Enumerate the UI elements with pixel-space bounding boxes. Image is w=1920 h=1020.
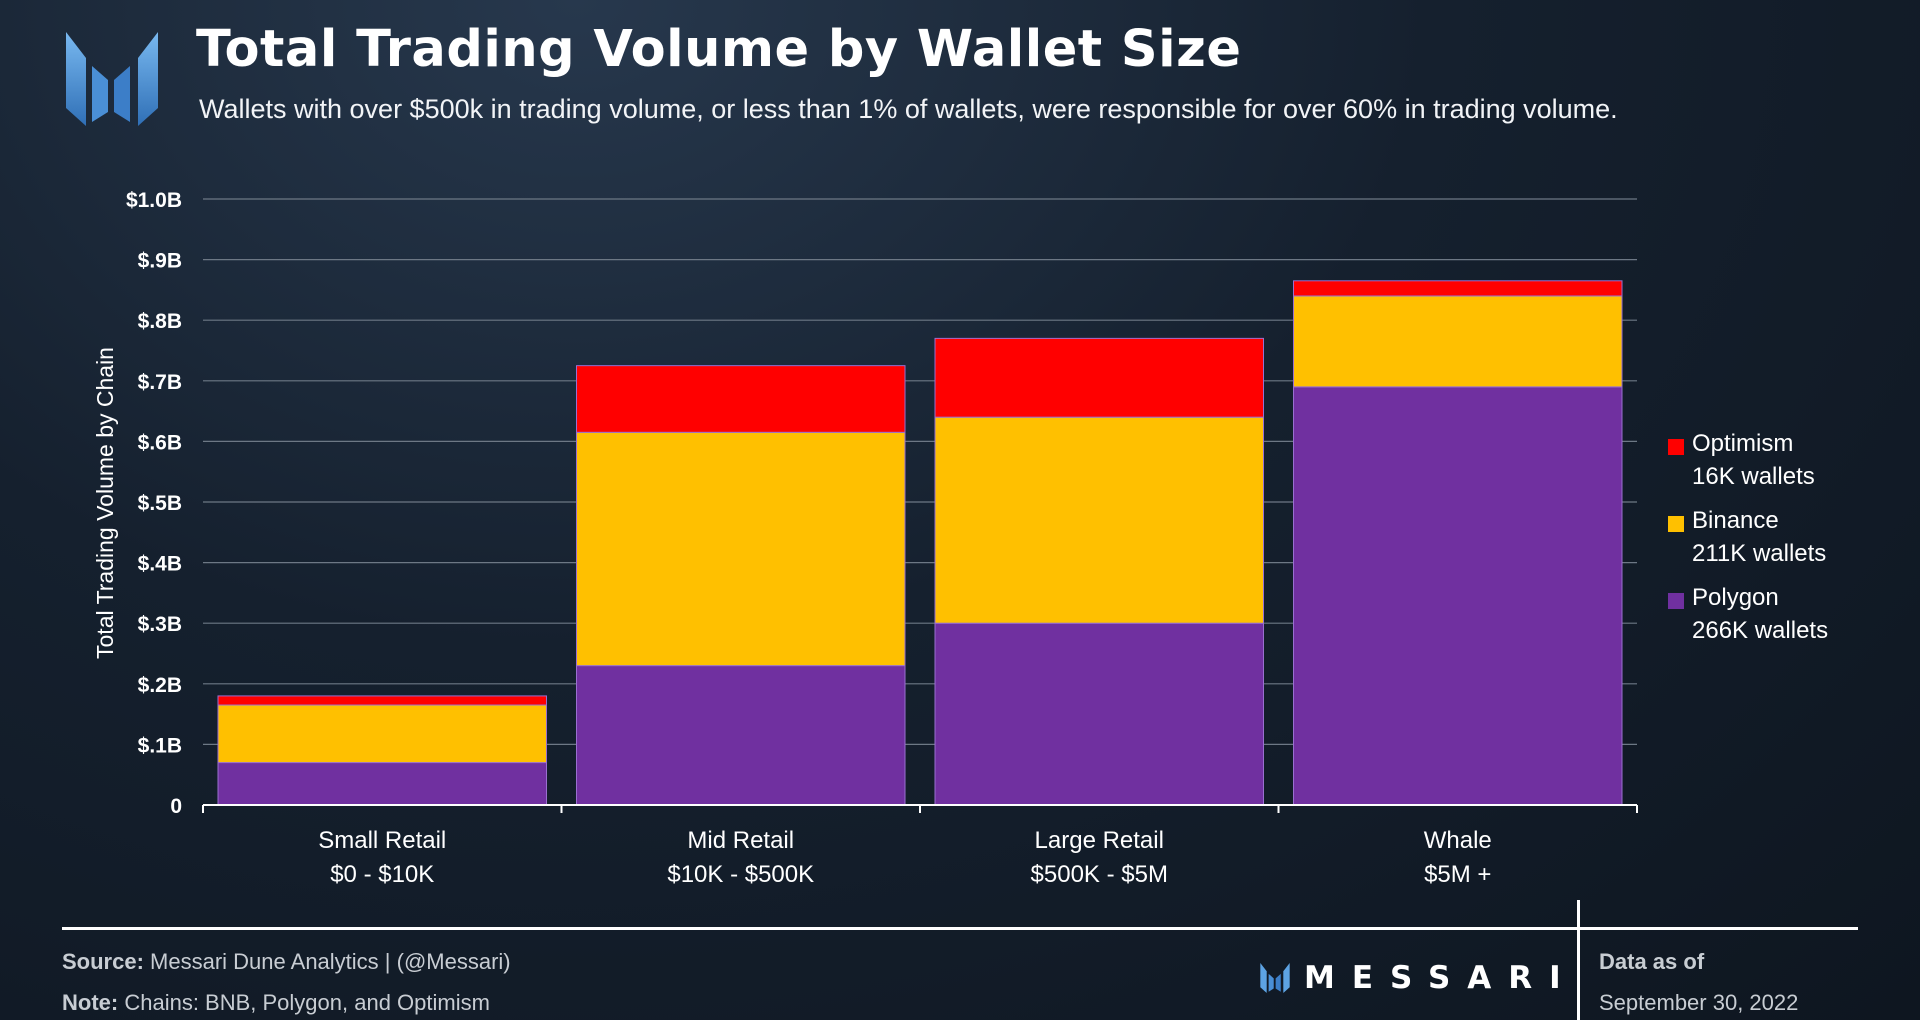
legend-label: Polygon [1692, 584, 1779, 611]
chart-subtitle: Wallets with over $500k in trading volum… [199, 94, 1618, 124]
stacked-bar-chart: 0 $.1B $.2B $.3B $.4B $.5B $.6B $.7B $.8B $.9B $1.… [92, 189, 1638, 888]
bar-optimism-small-retail [217, 695, 547, 706]
data-as-of-date: September 30, 2022 [1599, 990, 1799, 1015]
y-axis-label: Total Trading Volume by Chain [92, 347, 118, 659]
footer-divider [62, 927, 1858, 930]
data-as-of-label: Data as of [1599, 949, 1705, 974]
y-tick-label: $.4B [138, 553, 182, 576]
chart-title: Total Trading Volume by Wallet Size [196, 20, 1242, 79]
legend-swatch [1668, 516, 1684, 532]
y-tick-label: 0 [170, 795, 182, 818]
y-tick-label: $.1B [138, 734, 182, 757]
source-label: Source: [62, 949, 144, 974]
messari-brand-icon [1260, 963, 1290, 993]
legend-label: Optimism [1692, 430, 1794, 457]
y-tick-label: $.5B [138, 492, 182, 515]
y-tick-label: $.7B [138, 371, 182, 394]
x-tick-label: Whale [1424, 827, 1492, 854]
legend-swatch [1668, 439, 1684, 455]
source-text: Messari Dune Analytics | (@Messari) [143, 949, 511, 974]
footer-vertical-divider [1577, 900, 1580, 1020]
note-text: Chains: BNB, Polygon, and Optimism [118, 990, 490, 1015]
legend-swatch [1668, 593, 1684, 609]
axes: 0 $.1B $.2B $.3B $.4B $.5B $.6B $.7B $.8B $.9B $1.… [126, 189, 1638, 888]
x-tick-range-label: $0 - $10K [330, 861, 434, 888]
bar-polygon-mid-retail [576, 665, 906, 806]
x-tick-label: Mid Retail [687, 827, 794, 854]
legend-wallet-count: 16K wallets [1692, 463, 1815, 490]
legend-wallet-count: 211K wallets [1692, 540, 1827, 567]
x-tick-range-label: $5M + [1424, 861, 1491, 888]
bar-optimism-mid-retail [576, 365, 906, 433]
x-tick-range-label: $10K - $500K [667, 861, 814, 888]
source-line: Source: Messari Dune Analytics | (@Messa… [62, 949, 511, 975]
x-tick-label: Large Retail [1035, 827, 1164, 854]
y-tick-label: $1.0B [126, 189, 182, 212]
bar-binance-mid-retail [576, 431, 906, 667]
bars [217, 280, 1623, 806]
bar-optimism-whale [1293, 280, 1623, 297]
y-tick-label: $.6B [138, 431, 182, 454]
x-tick-range-label: $500K - $5M [1031, 861, 1168, 888]
y-tick-label: $.8B [138, 310, 182, 333]
x-tick-label: Small Retail [318, 827, 446, 854]
bar-polygon-whale [1293, 386, 1623, 806]
bar-optimism-large-retail [934, 337, 1264, 418]
y-tick-label: $.3B [138, 613, 182, 636]
messari-logo-icon [66, 32, 158, 126]
note-line: Note: Chains: BNB, Polygon, and Optimism [62, 990, 490, 1016]
bar-polygon-large-retail [934, 622, 1264, 806]
brand-wordmark: MESSARI [1304, 960, 1578, 996]
legend-label: Binance [1692, 507, 1779, 534]
bar-polygon-small-retail [217, 762, 547, 806]
bar-binance-whale [1293, 295, 1623, 388]
y-tick-label: $.2B [138, 674, 182, 697]
messari-brand: MESSARI [1258, 960, 1578, 996]
y-tick-label: $.9B [138, 250, 182, 273]
note-label: Note: [62, 990, 119, 1015]
bar-binance-large-retail [934, 416, 1264, 624]
legend-wallet-count: 266K wallets [1692, 617, 1829, 644]
bar-binance-small-retail [217, 704, 547, 764]
